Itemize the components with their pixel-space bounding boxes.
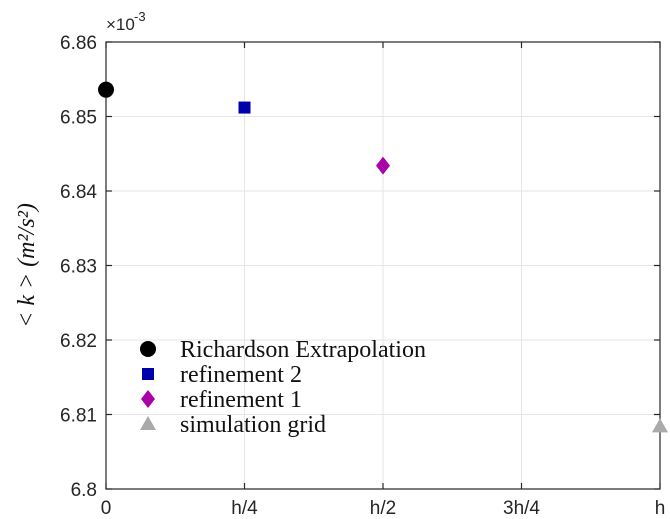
x-tick-label: h — [655, 498, 666, 519]
y-tick-label: 6.84 — [60, 182, 97, 203]
legend-marker-circle — [140, 341, 156, 357]
legend-marker-square — [142, 368, 154, 380]
data-points — [98, 81, 668, 433]
y-tick-label: 6.82 — [60, 331, 97, 352]
x-tick-label: h/2 — [370, 498, 396, 519]
legend-label: Richardson Extrapolation — [180, 337, 426, 363]
y-exponent-multiplier: ×10 — [106, 15, 135, 34]
legend-label: refinement 2 — [180, 362, 302, 388]
y-tick-label: 6.86 — [60, 33, 97, 54]
y-exponent-power: -3 — [134, 9, 146, 24]
legend-marker-diamond — [141, 390, 155, 408]
data-point-square — [238, 101, 251, 114]
legend-label: simulation grid — [180, 412, 326, 438]
y-tick-labels: 6.8 6.81 6.82 6.83 6.84 6.85 6.86 — [60, 33, 97, 501]
ticks — [105, 41, 661, 490]
y-tick-label: 6.83 — [60, 257, 97, 278]
y-axis-label: < k > (m²/s²) — [14, 203, 40, 328]
x-tick-labels: 0 h/4 h/2 3h/4 h — [101, 498, 666, 519]
y-tick-label: 6.81 — [60, 406, 97, 427]
y-tick-label: 6.85 — [60, 108, 97, 129]
legend-marker-triangle — [140, 416, 156, 430]
x-tick-label: 0 — [101, 498, 112, 519]
x-tick-label: h/4 — [231, 498, 258, 519]
legend-label: refinement 1 — [180, 387, 302, 413]
y-tick-label: 6.8 — [71, 480, 97, 501]
data-point-triangle — [652, 418, 668, 433]
data-point-circle — [98, 81, 114, 98]
x-tick-label: 3h/4 — [503, 498, 540, 519]
data-point-diamond — [376, 156, 390, 175]
